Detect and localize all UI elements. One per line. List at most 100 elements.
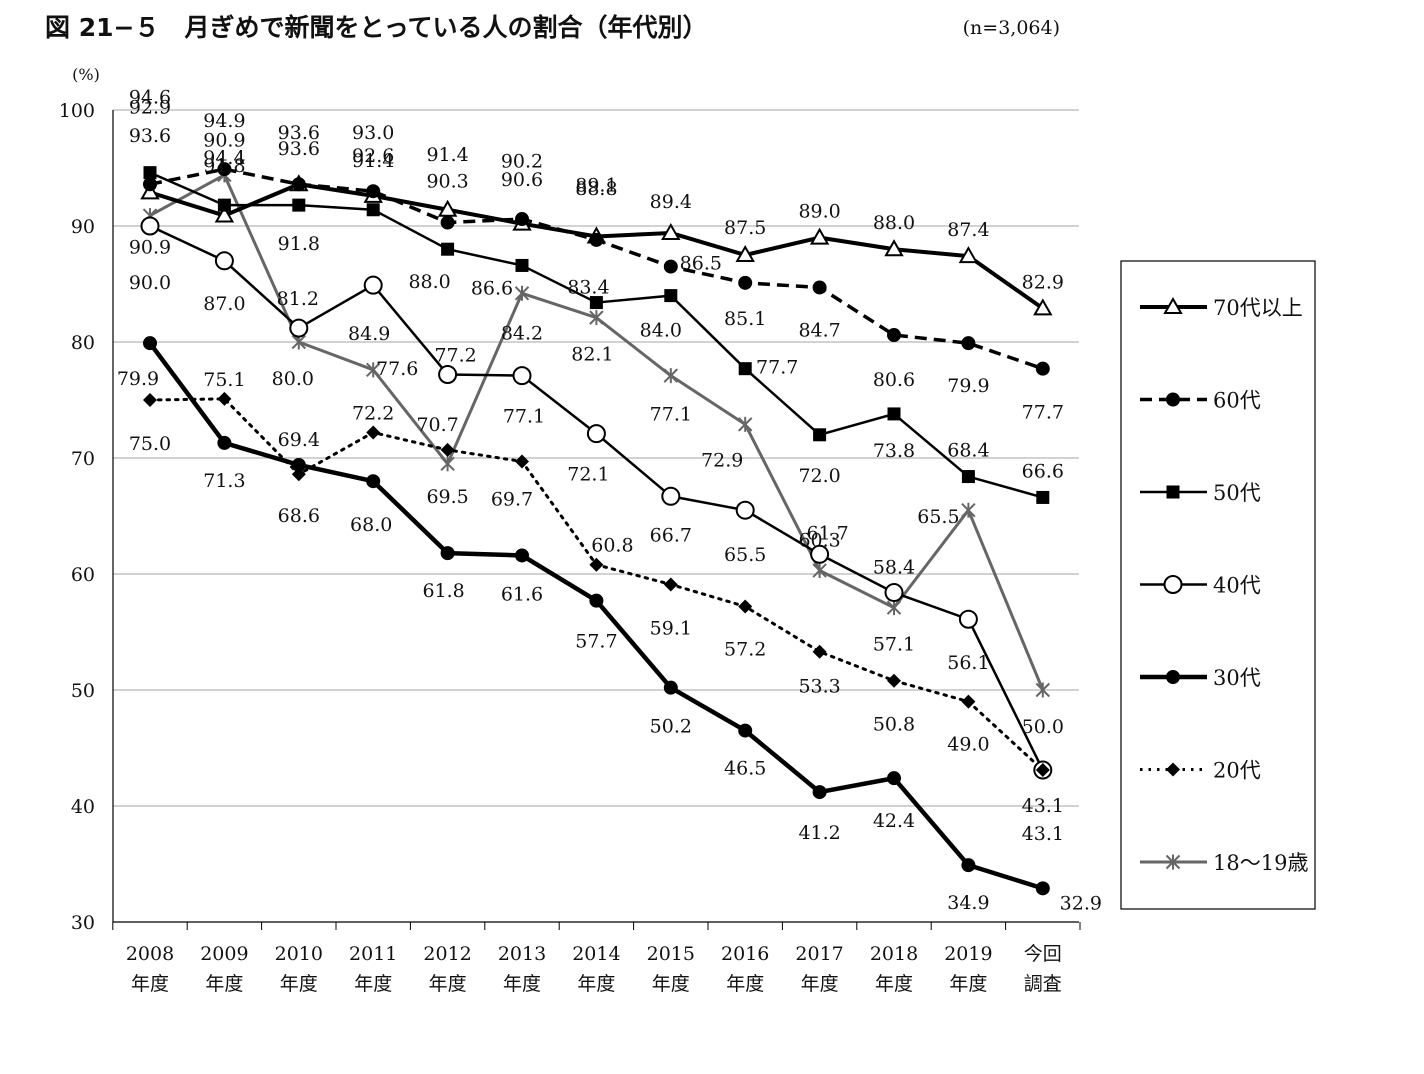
data-label: 77.1	[503, 406, 545, 428]
data-label: 89.1	[575, 174, 617, 196]
legend-marker	[1163, 296, 1183, 314]
data-label: 91.8	[203, 155, 245, 177]
data-label: 79.9	[947, 375, 989, 397]
data-label: 41.2	[798, 822, 840, 844]
data-label: 66.6	[1022, 460, 1064, 482]
data-label: 72.2	[352, 402, 394, 424]
data-label: 72.1	[567, 464, 609, 486]
data-label: 90.9	[129, 237, 171, 259]
series-point	[366, 184, 381, 199]
data-label: 72.0	[798, 465, 840, 487]
series-point	[809, 227, 830, 245]
series-point	[365, 362, 381, 378]
series-point	[958, 609, 978, 629]
series-point	[887, 328, 901, 343]
series-point	[440, 546, 455, 561]
series-point	[515, 454, 529, 469]
series-point	[589, 310, 604, 326]
data-label: 65.5	[724, 544, 766, 566]
series-point	[735, 244, 755, 262]
data-label: 80.0	[272, 368, 314, 390]
series-point	[812, 644, 827, 659]
data-label: 85.1	[724, 308, 766, 330]
series-point	[366, 203, 380, 217]
data-label: 77.2	[434, 344, 476, 366]
x-tick-label: 2018 年度	[870, 943, 918, 995]
series-point	[886, 600, 902, 616]
series-point	[589, 296, 603, 310]
data-label: 77.7	[1022, 402, 1064, 424]
x-tick-label: 2014 年度	[572, 943, 620, 995]
legend-item: 60代	[1140, 389, 1261, 413]
series-point	[363, 275, 383, 295]
y-tick-label: 40	[71, 796, 95, 818]
series-point	[217, 435, 232, 450]
x-tick-label: 2019 年度	[944, 943, 992, 995]
data-label: 77.1	[650, 404, 692, 426]
data-label: 75.1	[203, 369, 245, 391]
series-point	[1035, 763, 1050, 778]
series-point	[440, 456, 455, 472]
data-label: 66.7	[650, 524, 692, 546]
data-label: 92.9	[129, 96, 171, 118]
data-label: 84.2	[501, 322, 543, 344]
legend-item: 30代	[1140, 666, 1261, 690]
data-label: 43.1	[1022, 795, 1064, 817]
y-tick-label: 30	[71, 912, 95, 934]
legend-marker	[1163, 575, 1183, 594]
series-point	[961, 502, 976, 518]
data-label: 50.8	[873, 714, 915, 736]
series-point	[140, 182, 160, 200]
data-label: 61.7	[806, 522, 848, 544]
data-label: 59.1	[650, 617, 692, 639]
y-axis-unit: (%)	[72, 65, 100, 84]
series-point	[884, 583, 904, 603]
data-label: 60.8	[591, 535, 633, 557]
data-label: 32.9	[1060, 892, 1102, 914]
series-point	[961, 858, 976, 873]
legend-item: 20代	[1140, 759, 1261, 783]
data-label: 84.9	[348, 323, 390, 345]
series-point	[292, 198, 306, 212]
data-label: 90.3	[426, 171, 468, 193]
data-label: 72.9	[701, 449, 743, 471]
data-label: 69.4	[278, 429, 320, 451]
series-point	[1033, 298, 1053, 316]
series-point	[217, 391, 232, 406]
series-point	[143, 393, 157, 407]
series-point	[214, 205, 235, 223]
series-point	[440, 215, 455, 230]
x-tick-label: 今回調査	[1024, 943, 1062, 995]
series-point	[663, 368, 679, 384]
x-tick-label: 2008 年度	[126, 943, 174, 995]
data-label: 69.5	[426, 486, 468, 508]
series-point	[217, 198, 231, 212]
legend-item: 18〜19歳	[1140, 851, 1308, 875]
data-label: 92.6	[352, 145, 394, 167]
data-label: 90.0	[129, 272, 171, 294]
series-point	[289, 318, 309, 338]
series-point	[586, 424, 606, 444]
series-point	[961, 694, 976, 709]
data-label: 94.4	[203, 147, 245, 169]
data-label: 80.6	[873, 369, 915, 391]
y-tick-label: 60	[71, 564, 95, 586]
legend-label: 40代	[1213, 574, 1261, 598]
series-point	[515, 212, 529, 227]
series-point	[1036, 490, 1050, 504]
data-label: 84.0	[640, 320, 682, 342]
x-tick-label: 2015 年度	[647, 943, 695, 995]
series-point	[589, 593, 604, 608]
data-label: 91.4	[426, 144, 468, 166]
data-label: 89.0	[798, 201, 840, 223]
data-label: 77.6	[376, 358, 418, 380]
data-label: 87.0	[203, 293, 245, 315]
data-label: 42.4	[873, 810, 915, 832]
series-point	[1035, 682, 1051, 698]
data-label: 84.7	[798, 319, 840, 341]
series-point	[438, 364, 458, 384]
data-label: 89.4	[650, 191, 692, 213]
data-label: 70.7	[416, 414, 458, 436]
series-point	[291, 467, 306, 482]
data-label: 82.1	[571, 344, 613, 366]
